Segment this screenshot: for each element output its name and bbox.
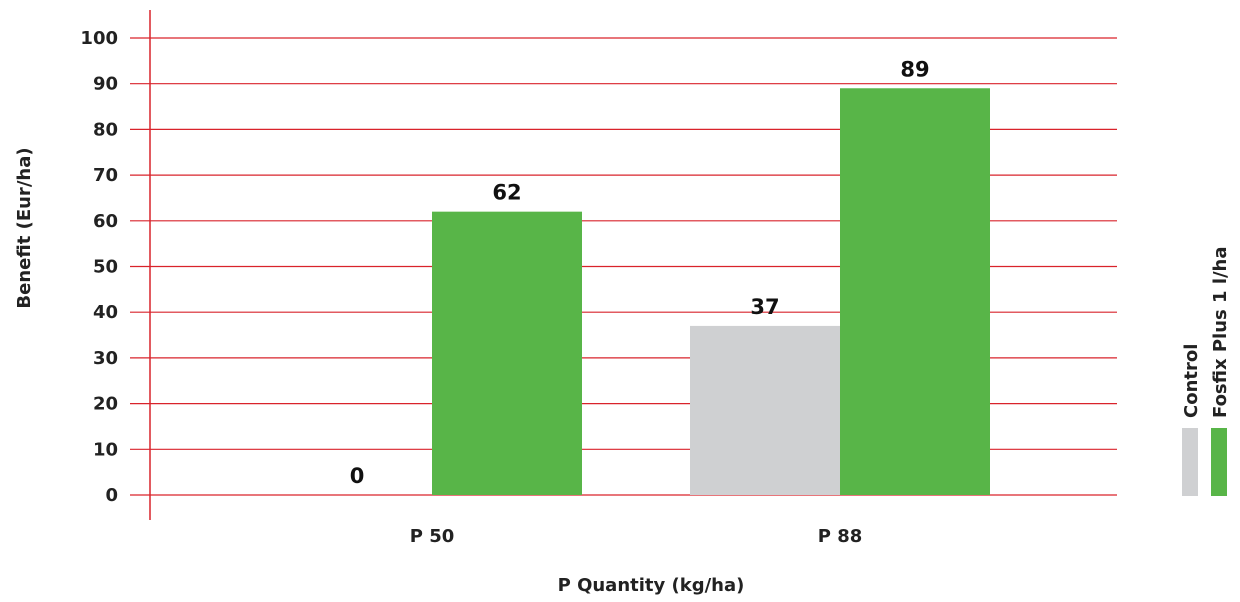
y-tick-label: 30: [93, 348, 118, 369]
y-tick-labels: 0 10 20 30 40 50 60 70 80 90 100: [80, 28, 118, 506]
bar-control-1: [690, 325, 840, 495]
x-category-label: P 50: [410, 526, 455, 547]
x-axis-title: P Quantity (kg/ha): [558, 575, 745, 596]
bars: [432, 88, 990, 496]
y-tick-label: 0: [105, 485, 118, 506]
y-tick-label: 10: [93, 439, 118, 460]
legend: Control Fosfix Plus 1 l/ha: [1181, 246, 1231, 496]
y-tick-label: 100: [80, 28, 118, 49]
bar-fosfix-plus-1-l-ha-1: [840, 88, 990, 496]
y-tick-label: 40: [93, 302, 118, 323]
value-labels: 0 62 37 89: [350, 57, 930, 488]
data-label: 0: [350, 464, 365, 488]
y-tick-label: 90: [93, 74, 118, 95]
legend-swatch: [1182, 428, 1198, 496]
y-axis-title: Benefit (Eur/ha): [14, 147, 35, 308]
y-tick-label: 20: [93, 394, 118, 415]
legend-label: Control: [1181, 344, 1202, 418]
data-label: 62: [492, 181, 521, 205]
bar-fosfix-plus-1-l-ha-0: [432, 211, 582, 495]
y-tick-label: 50: [93, 257, 118, 278]
data-label: 89: [900, 57, 929, 81]
x-category-label: P 88: [818, 526, 863, 547]
gridlines: [130, 37, 1117, 496]
y-tick-label: 70: [93, 165, 118, 186]
data-label: 37: [750, 295, 779, 319]
legend-swatch: [1211, 428, 1227, 496]
y-tick-label: 80: [93, 119, 118, 140]
legend-label: Fosfix Plus 1 l/ha: [1210, 246, 1231, 418]
x-category-labels: P 50 P 88: [410, 526, 863, 547]
y-tick-label: 60: [93, 211, 118, 232]
